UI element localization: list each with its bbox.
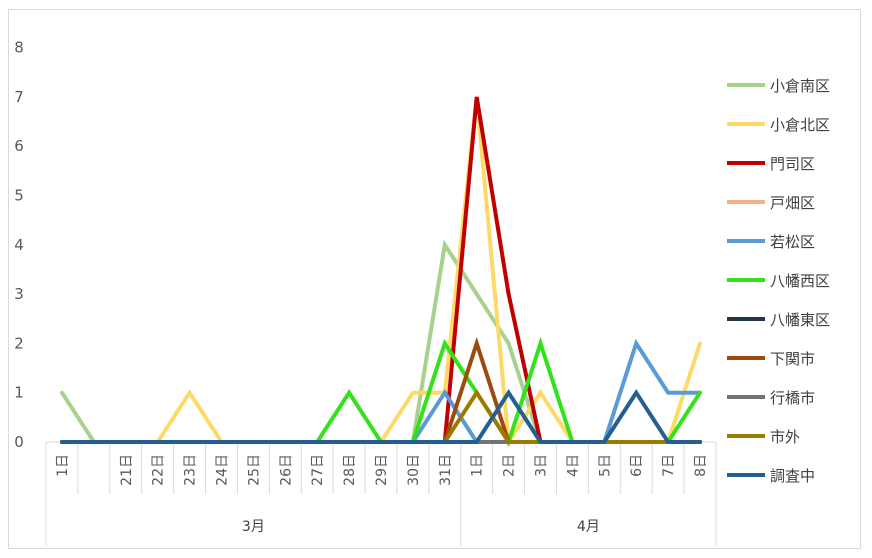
legend-label: 調査中: [770, 467, 815, 485]
y-tick-label: 5: [14, 187, 24, 205]
x-group-label: 3月: [242, 519, 265, 535]
y-tick-label: 3: [14, 285, 24, 303]
x-tick-label: 24日: [214, 454, 230, 486]
x-tick-label: 1日: [470, 454, 486, 477]
legend-label: 八幡東区: [770, 311, 830, 329]
series-line-小倉南区: [60, 239, 702, 444]
x-tick-label: 30日: [406, 454, 422, 486]
x-tick-label: 1日: [55, 454, 71, 477]
legend-label: 市外: [770, 428, 800, 446]
x-tick-label: 23日: [183, 454, 199, 486]
y-tick-label: 4: [14, 236, 24, 254]
y-axis-tick-labels: 0 1 2 3 4 5 6 7 8: [14, 39, 24, 451]
x-tick-label: 21日: [119, 454, 135, 486]
x-tick-label: 4日: [565, 454, 581, 477]
y-tick-label: 6: [14, 137, 24, 155]
series-line-若松区: [60, 338, 702, 444]
series-lines: [60, 96, 702, 448]
x-tick-label: 28日: [342, 454, 358, 486]
chart-frame: [8, 9, 861, 549]
x-tick-label: 25日: [246, 454, 262, 486]
y-tick-label: 8: [14, 39, 24, 57]
x-tick-label: 22日: [151, 454, 167, 486]
x-tick-label: 7日: [661, 454, 677, 477]
series-line-八幡西区: [60, 336, 702, 447]
y-tick-label: 0: [14, 433, 24, 451]
legend-label: 戸畑区: [770, 194, 815, 212]
legend-label: 下関市: [770, 350, 815, 368]
series-line-小倉北区: [60, 96, 702, 448]
legend-label: 門司区: [770, 155, 815, 173]
x-tick-label: 6日: [629, 454, 645, 477]
series-line-市外: [60, 389, 702, 444]
x-tick-label: 3日: [534, 454, 550, 477]
y-tick-label: 2: [14, 334, 24, 352]
x-tick-label: 31日: [438, 454, 454, 486]
x-tick-label: 8日: [693, 454, 709, 477]
series-line-下関市: [60, 336, 702, 444]
legend-label: 小倉北区: [770, 116, 830, 134]
x-axis: 3月 4月 1日 21日 22日 23日 24日 25日 26日 27日 28日 29日 30日 31日 1…: [45, 441, 717, 546]
y-tick-label: 7: [14, 88, 24, 106]
series-line-調査中: [60, 389, 702, 444]
legend-label: 小倉南区: [770, 77, 830, 95]
series-line-門司区: [60, 96, 702, 444]
x-tick-label: 26日: [278, 454, 294, 486]
legend-label: 若松区: [770, 233, 815, 251]
x-group-label: 4月: [577, 519, 600, 535]
legend-label: 行橋市: [770, 389, 815, 407]
x-tick-label: 2日: [502, 454, 518, 477]
x-tick-label: 5日: [597, 454, 613, 477]
x-tick-label: 29日: [374, 454, 390, 486]
y-tick-label: 1: [14, 384, 24, 402]
x-tick-label: 27日: [310, 454, 326, 486]
legend-label: 八幡西区: [770, 272, 830, 290]
